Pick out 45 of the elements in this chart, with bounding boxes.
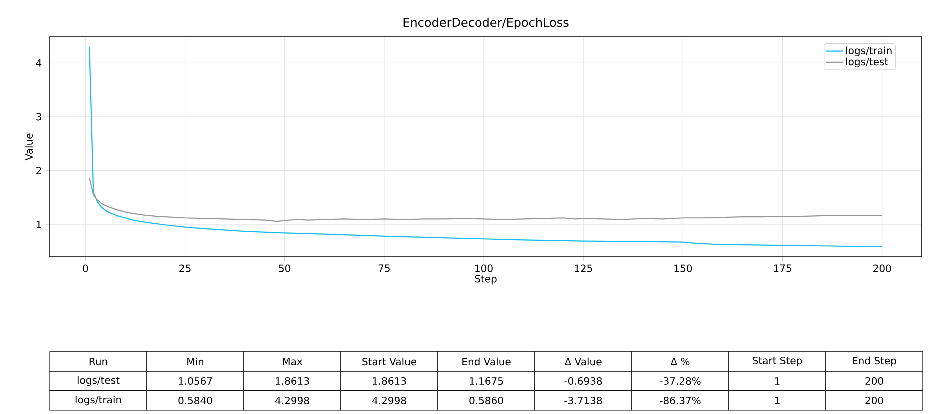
text: logs/test: [78, 376, 120, 386]
text: 200: [866, 377, 884, 386]
text: 200: [866, 396, 884, 405]
x-tick-label: 150: [674, 264, 692, 272]
text: Min: [188, 358, 204, 366]
text: 1: [775, 378, 780, 385]
x-tick-label: 0: [83, 264, 88, 272]
text: 4.2998: [372, 396, 406, 405]
x-tick-label: 25: [180, 264, 191, 272]
y-tick-label: 2: [36, 167, 42, 174]
x-tick-label: 100: [476, 264, 493, 272]
text: 1.8613: [373, 377, 406, 386]
text: Δ Value: [564, 358, 602, 366]
text: -86.37%: [660, 396, 701, 405]
legend-label: logs/test: [846, 58, 888, 68]
text: 4.2998: [276, 396, 310, 405]
text: 1: [775, 397, 780, 404]
text: Δ %: [670, 358, 690, 366]
text: Run: [90, 358, 108, 366]
text: 1.0567: [179, 377, 212, 386]
y-axis-title: Value: [25, 134, 33, 161]
text: -37.28%: [660, 377, 701, 386]
text: 0.5840: [178, 396, 212, 405]
x-axis-title: Step: [475, 275, 497, 285]
y-tick-label: 1: [36, 220, 42, 228]
text: 0.5860: [470, 396, 504, 405]
text: End Value: [462, 358, 511, 366]
text: 1.8613: [276, 377, 310, 386]
text: Max: [283, 358, 303, 366]
text: 1.1675: [470, 377, 504, 386]
y-tick-label: 4: [36, 59, 42, 67]
text: -3.7138: [564, 396, 602, 405]
text: logs/train: [76, 396, 122, 406]
x-tick-label: 125: [575, 264, 592, 272]
text: Start Step: [752, 356, 802, 366]
x-tick-label: 50: [279, 264, 291, 272]
text: Start Value: [362, 358, 417, 366]
chart-title: EncoderDecoder/EpochLoss: [404, 18, 569, 30]
x-tick-label: 175: [774, 264, 792, 272]
text: -0.6938: [564, 377, 602, 386]
legend-label: logs/train: [846, 46, 892, 56]
text: End Step: [853, 356, 896, 367]
y-tick-label: 3: [36, 113, 42, 121]
x-tick-label: 75: [378, 264, 390, 272]
x-tick-label: 200: [874, 264, 892, 272]
